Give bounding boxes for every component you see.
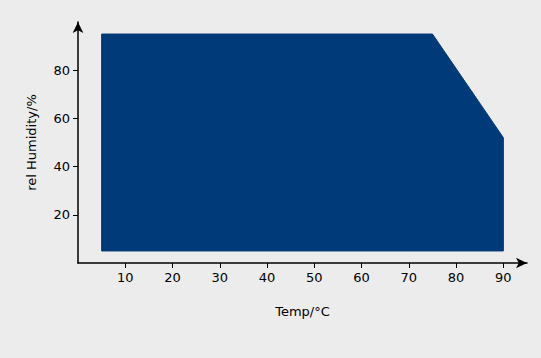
svg-text:60: 60 [53,111,70,126]
svg-text:50: 50 [306,270,323,285]
svg-text:20: 20 [164,270,181,285]
svg-text:40: 40 [53,159,70,174]
svg-text:30: 30 [212,270,229,285]
svg-text:rel Humidity/%: rel Humidity/% [24,94,39,190]
svg-text:60: 60 [353,270,370,285]
svg-text:40: 40 [259,270,276,285]
svg-text:20: 20 [53,207,70,222]
svg-text:Temp/°C: Temp/°C [274,304,330,319]
svg-text:80: 80 [53,63,70,78]
svg-text:70: 70 [401,270,418,285]
svg-text:10: 10 [117,270,134,285]
svg-text:90: 90 [495,270,512,285]
svg-text:80: 80 [448,270,465,285]
